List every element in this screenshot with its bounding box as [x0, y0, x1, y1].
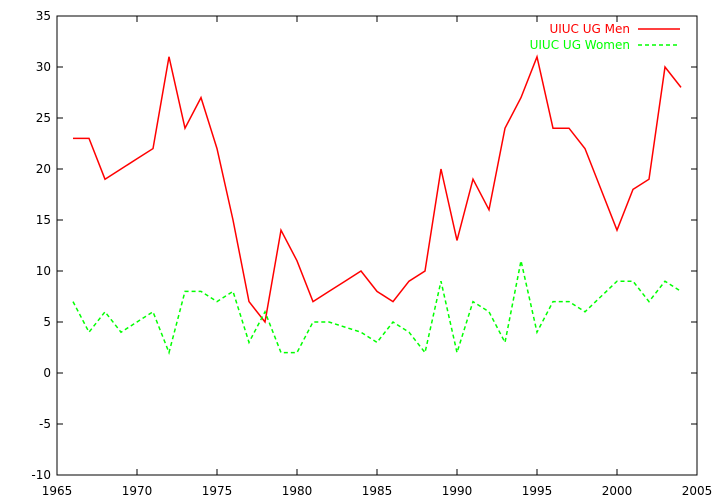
- x-tick-label: 1990: [442, 484, 473, 498]
- x-tick-label: 1975: [202, 484, 233, 498]
- y-tick-label: 5: [43, 315, 51, 329]
- x-tick-label: 1970: [122, 484, 153, 498]
- y-tick-label: 25: [36, 111, 51, 125]
- y-tick-label: -10: [31, 468, 51, 482]
- y-tick-label: 0: [43, 366, 51, 380]
- y-tick-label: -5: [39, 417, 51, 431]
- x-tick-label: 2000: [602, 484, 633, 498]
- x-tick-label: 2005: [682, 484, 713, 498]
- plot-frame: [56, 15, 698, 476]
- legend-label: UIUC UG Men: [549, 22, 630, 36]
- line-series: [72, 260, 682, 356]
- x-tick-label: 1995: [522, 484, 553, 498]
- y-tick-label: 30: [36, 60, 51, 74]
- y-tick-label: 15: [36, 213, 51, 227]
- x-tick-label: 1980: [282, 484, 313, 498]
- y-tick-label: 35: [36, 9, 51, 23]
- x-tick-label: 1985: [362, 484, 393, 498]
- x-tick-label: 1965: [42, 484, 73, 498]
- line-series: [73, 54, 682, 324]
- y-tick-label: 20: [36, 162, 51, 176]
- y-tick-label: 10: [36, 264, 51, 278]
- legend-label: UIUC UG Women: [530, 38, 630, 52]
